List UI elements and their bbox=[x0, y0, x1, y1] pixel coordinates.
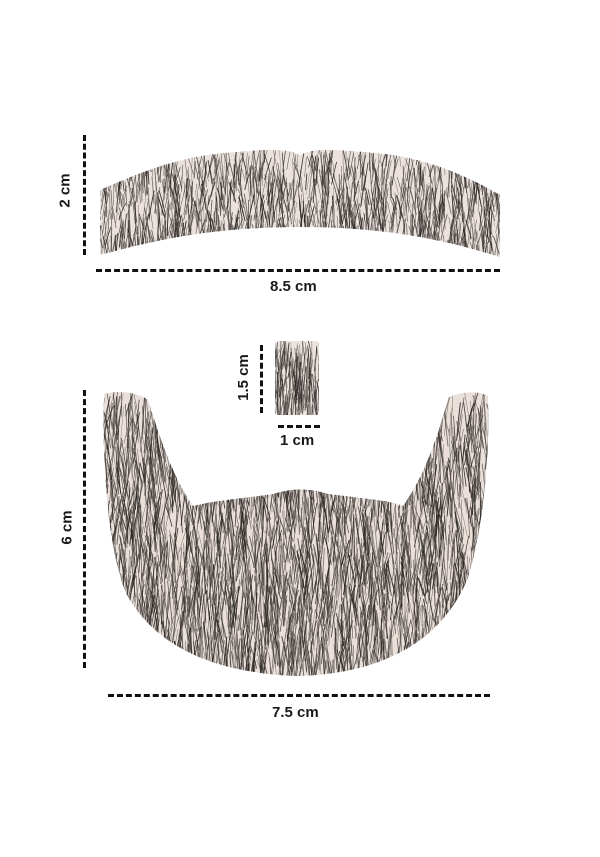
mustache-height-label: 2 cm bbox=[56, 173, 74, 208]
beard-height-line bbox=[83, 390, 86, 668]
sample-patch-hair-image bbox=[275, 341, 319, 415]
mustache-height-line bbox=[83, 135, 86, 255]
mustache-hair-image bbox=[100, 149, 500, 258]
beard-height-label: 6 cm bbox=[58, 510, 76, 545]
sample-patch-width-line bbox=[278, 425, 320, 428]
mustache-width-line bbox=[96, 269, 500, 272]
sample-patch-width-label: 1 cm bbox=[280, 432, 315, 449]
beard-width-label: 7.5 cm bbox=[272, 704, 319, 721]
sample-patch-height-line bbox=[260, 345, 263, 413]
beard-piece bbox=[98, 388, 493, 683]
mustache-piece bbox=[95, 135, 505, 265]
sample-patch-piece bbox=[272, 338, 322, 418]
beard-width-line bbox=[108, 694, 490, 697]
mustache-width-label: 8.5 cm bbox=[270, 278, 317, 295]
beard-hair-image bbox=[103, 392, 489, 676]
